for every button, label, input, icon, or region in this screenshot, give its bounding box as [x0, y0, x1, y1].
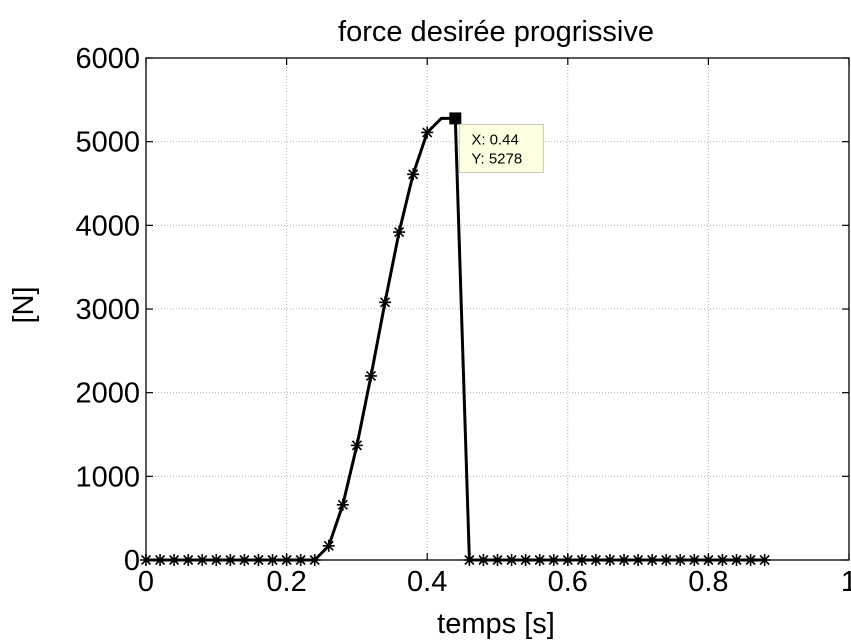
y-tick-label: 2000: [75, 378, 140, 410]
y-tick-label: 1000: [75, 461, 140, 493]
data-point: [393, 226, 406, 239]
data-point: [350, 439, 363, 452]
data-point: [379, 296, 392, 309]
y-tick-label: 4000: [75, 210, 140, 242]
x-tick-label: 0.8: [688, 566, 728, 598]
y-tick-label: 3000: [75, 294, 140, 326]
datatip[interactable]: X: 0.44 Y: 5278: [449, 112, 544, 173]
x-tick-label: 0.2: [266, 566, 306, 598]
data-point: [421, 126, 434, 139]
grid: [146, 58, 849, 560]
x-axis-label: temps [s]: [437, 608, 555, 640]
x-tick-label: 1: [841, 566, 851, 598]
x-tick-label: 0: [138, 566, 154, 598]
data-point: [407, 168, 420, 181]
datatip-marker: [449, 112, 462, 125]
y-tick-label: 6000: [75, 43, 140, 75]
chart-title: force desirée progrissive: [338, 16, 654, 48]
datatip-y-text: Y: 5278: [471, 150, 522, 167]
datatip-x-text: X: 0.44: [471, 131, 519, 148]
x-tick-label: 0.6: [548, 566, 588, 598]
data-point: [336, 498, 349, 511]
y-axis-label: [N]: [8, 286, 40, 323]
datatip-box: [458, 123, 544, 173]
y-tick-label: 5000: [75, 127, 140, 159]
data-point: [322, 539, 335, 552]
x-tick-label: 0.4: [407, 566, 447, 598]
y-tick-label: 0: [124, 545, 140, 577]
data-point: [364, 369, 377, 382]
axis-ticks: 0 0.2 0.4 0.6 0.8 1 0 1000 2000 3000 4000 5000 6000: [75, 43, 851, 598]
